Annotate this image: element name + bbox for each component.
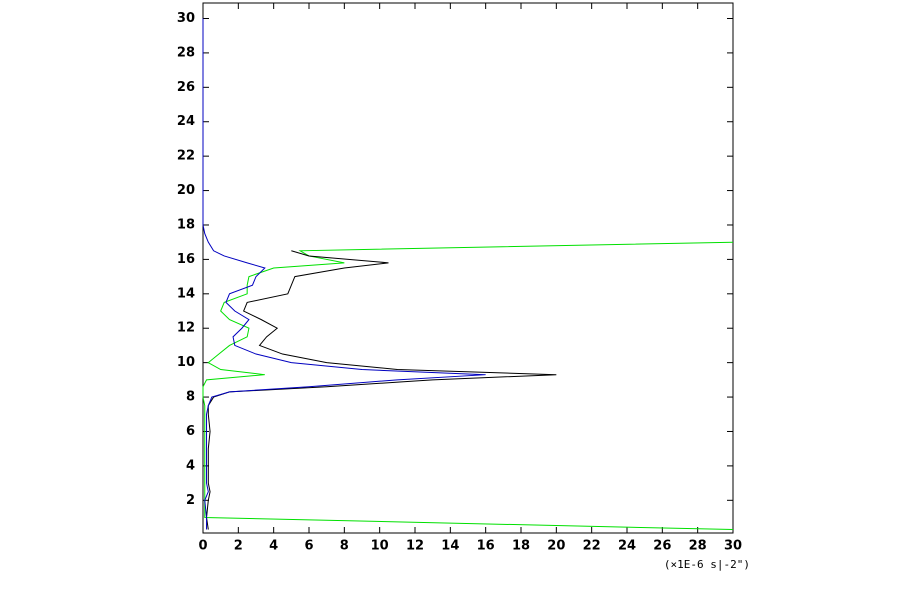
profile-line: [202, 18, 486, 530]
x-axis-unit: (×1E-6 s|-2"): [664, 558, 750, 571]
x-tick-label: 6: [304, 539, 313, 554]
y-tick-label: 14: [177, 286, 195, 301]
y-tick-label: 24: [177, 114, 195, 129]
y-tick-label: 22: [177, 149, 195, 164]
x-tick-label: 24: [618, 539, 636, 554]
y-tick-label: 16: [177, 252, 195, 267]
x-tick-label: 20: [547, 539, 565, 554]
x-tick-label: 30: [724, 539, 742, 554]
profile-line: [206, 250, 557, 530]
x-tick-label: 26: [653, 539, 671, 554]
y-tick-label: 26: [177, 80, 195, 95]
x-tick-label: 14: [441, 539, 459, 554]
y-tick-label: 6: [186, 424, 195, 439]
x-tick-label: 28: [689, 539, 707, 554]
y-tick-label: 12: [177, 321, 195, 336]
y-tick-label: 8: [186, 390, 195, 405]
x-tick-label: 10: [371, 539, 389, 554]
x-tick-label: 2: [234, 539, 243, 554]
x-tick-label: 18: [512, 539, 530, 554]
y-tick-label: 10: [177, 355, 195, 370]
x-tick-label: 8: [340, 539, 349, 554]
x-tick-label: 4: [269, 539, 278, 554]
y-tick-label: 2: [186, 493, 195, 508]
y-tick-label: 4: [186, 458, 195, 473]
x-tick-label: 0: [198, 539, 207, 554]
x-tick-label: 22: [583, 539, 601, 554]
y-tick-label: 28: [177, 45, 195, 60]
x-tick-label: 16: [477, 539, 495, 554]
y-tick-label: 30: [177, 11, 195, 26]
x-tick-label: 12: [406, 539, 424, 554]
profile-line: [202, 241, 734, 531]
y-tick-label: 20: [177, 183, 195, 198]
plot-frame: [202, 2, 734, 534]
y-tick-label: 18: [177, 217, 195, 232]
